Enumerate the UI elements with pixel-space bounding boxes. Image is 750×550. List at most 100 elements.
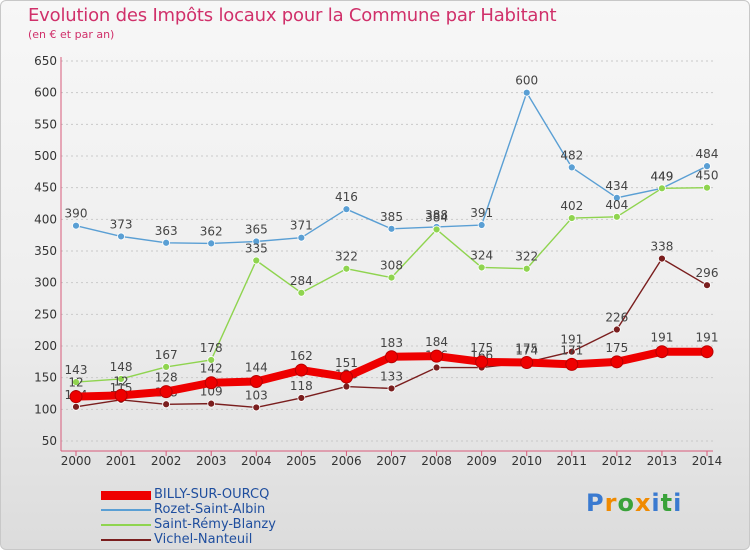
series-point-2 — [162, 238, 171, 247]
y-tick-label: 650 — [34, 54, 57, 68]
series-point-1 — [700, 345, 714, 359]
y-tick-label: 150 — [34, 371, 57, 385]
data-label-4: 191 — [560, 333, 583, 347]
series-point-2 — [207, 239, 216, 248]
legend-swatch — [101, 539, 151, 541]
y-tick-label: 400 — [34, 212, 57, 226]
data-label-3: 167 — [155, 348, 178, 362]
series-point-4 — [703, 281, 711, 290]
series-point-4 — [72, 402, 80, 411]
data-label-4: 133 — [380, 369, 403, 383]
data-label-1: 162 — [290, 349, 313, 363]
logo-letter: r — [604, 489, 618, 517]
data-label-2: 365 — [245, 223, 268, 237]
series-point-1 — [520, 355, 534, 369]
series-point-4 — [658, 254, 666, 263]
data-label-1: 142 — [200, 362, 223, 376]
series-point-3 — [387, 273, 396, 282]
data-label-3: 178 — [200, 341, 223, 355]
y-tick-label: 500 — [34, 149, 57, 163]
series-point-1 — [249, 374, 263, 388]
data-label-4: 109 — [200, 385, 223, 399]
series-point-3 — [432, 225, 441, 234]
data-label-1: 175 — [470, 341, 493, 355]
series-point-3 — [477, 263, 486, 272]
data-label-2: 390 — [65, 207, 88, 221]
series-point-4 — [387, 384, 396, 393]
series-point-2 — [477, 221, 486, 229]
data-label-3: 308 — [380, 259, 403, 273]
logo-letter: t — [660, 489, 674, 517]
series-point-3 — [522, 264, 531, 273]
series-point-1 — [159, 385, 173, 399]
series-point-2 — [342, 205, 351, 214]
data-label-2: 371 — [290, 219, 313, 233]
x-tick-label: 2008 — [421, 454, 452, 468]
series-point-2 — [117, 232, 125, 241]
data-label-2: 434 — [605, 179, 628, 193]
series-point-2 — [612, 193, 621, 202]
data-label-3: 143 — [65, 363, 88, 377]
data-label-1: 171 — [560, 343, 583, 357]
series-point-1 — [475, 355, 489, 369]
series-point-2 — [703, 162, 711, 171]
series-point-1 — [294, 363, 308, 377]
series-point-2 — [387, 224, 396, 233]
data-label-3: 404 — [605, 198, 628, 212]
y-tick-label: 300 — [34, 276, 57, 290]
chart-title: Evolution des Impôts locaux pour la Comm… — [28, 5, 557, 26]
series-point-4 — [432, 363, 441, 372]
data-label-2: 482 — [560, 148, 583, 162]
series-point-3 — [612, 212, 621, 221]
legend-label: Rozet-Saint-Albin — [154, 502, 266, 517]
logo-letter: i — [673, 489, 683, 517]
logo-letter: P — [586, 489, 605, 517]
legend-label: BILLY-SUR-OURCQ — [154, 487, 270, 502]
data-label-1: 183 — [380, 336, 403, 350]
data-label-3: 335 — [245, 242, 268, 256]
data-label-2: 416 — [335, 190, 358, 204]
proxiti-logo: Proxiti — [586, 489, 682, 517]
data-label-2: 373 — [110, 217, 133, 231]
legend-swatch — [101, 509, 151, 511]
data-label-2: 484 — [696, 147, 719, 161]
series-point-1 — [430, 349, 444, 363]
data-label-3: 324 — [470, 248, 493, 262]
logo-letter: x — [634, 489, 652, 517]
x-tick-label: 2006 — [331, 454, 362, 468]
series-point-2 — [297, 233, 306, 242]
data-label-1: 12 — [68, 376, 83, 390]
x-tick-label: 2004 — [241, 454, 272, 468]
data-label-2: 385 — [380, 210, 403, 224]
series-point-1 — [69, 390, 83, 404]
series-point-4 — [297, 394, 306, 402]
series-point-1 — [385, 350, 398, 364]
data-label-3: 450 — [696, 169, 719, 183]
series-point-3 — [342, 264, 351, 273]
data-label-1: 191 — [650, 331, 673, 345]
data-label-2: 600 — [515, 74, 538, 88]
y-tick-label: 50 — [42, 434, 57, 448]
data-label-2: 391 — [470, 206, 493, 220]
legend-swatch — [101, 491, 151, 500]
series-point-2 — [72, 221, 80, 230]
series-point-4 — [162, 400, 171, 409]
series-point-4 — [342, 382, 351, 391]
data-label-2: 363 — [155, 224, 178, 238]
y-tick-label: 350 — [34, 244, 57, 258]
x-tick-label: 2014 — [692, 454, 723, 468]
data-label-2: 388 — [425, 208, 448, 222]
data-label-4: 296 — [696, 266, 719, 280]
series-point-1 — [610, 355, 624, 369]
data-label-4: 226 — [605, 311, 628, 325]
legend-label: Vichel-Nanteuil — [154, 532, 253, 547]
data-label-3: 449 — [650, 169, 673, 183]
x-tick-label: 2009 — [466, 454, 497, 468]
y-tick-label: 200 — [34, 339, 57, 353]
x-tick-label: 2013 — [647, 454, 678, 468]
data-label-1: 12 — [113, 374, 128, 388]
series-point-3 — [252, 256, 261, 265]
data-label-4: 118 — [290, 379, 313, 393]
